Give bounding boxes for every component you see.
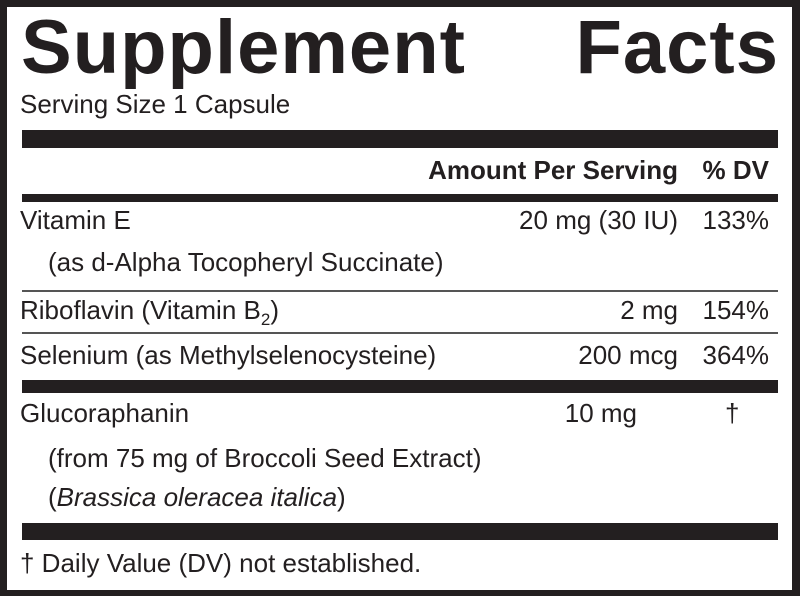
name-subscript: 2 xyxy=(260,310,271,330)
thin-divider xyxy=(22,290,778,292)
nutrient-dv: 364% xyxy=(702,340,770,370)
nutrient-amount: 20 mg (30 IU) xyxy=(519,205,678,235)
nutrient-name: Glucoraphanin xyxy=(20,398,190,428)
botanical-name: (Brassica oleracea italica) xyxy=(48,482,346,512)
latin-name: Brassica oleracea italica xyxy=(56,482,338,512)
nutrient-name: Selenium (as Methylselenocysteine) xyxy=(20,340,437,370)
title-word: Supplement xyxy=(21,5,466,90)
nutrient-name: Vitamin E xyxy=(20,205,131,235)
nutrient-dv: 133% xyxy=(702,205,770,235)
thin-divider xyxy=(22,332,778,334)
amount-header: Amount Per Serving xyxy=(428,155,678,185)
dv-header: % DV xyxy=(702,155,769,185)
medium-divider xyxy=(22,380,778,393)
nutrient-detail: (as d-Alpha Tocopheryl Succinate) xyxy=(48,247,444,277)
label-title: Supplement Facts xyxy=(21,5,779,93)
name-text: Riboflavin (Vitamin B xyxy=(20,295,261,325)
name-text-end: ) xyxy=(270,295,279,325)
title-word: Facts xyxy=(575,5,779,90)
nutrient-detail: (from 75 mg of Broccoli Seed Extract) xyxy=(48,443,482,473)
nutrient-amount: 200 mcg xyxy=(578,340,678,370)
thick-divider xyxy=(22,130,778,148)
nutrient-amount: 10 mg xyxy=(564,398,637,428)
medium-divider xyxy=(22,194,778,202)
thick-divider xyxy=(22,523,778,540)
paren: ( xyxy=(48,482,57,512)
nutrient-dv: 154% xyxy=(702,295,770,325)
paren: ) xyxy=(337,482,346,512)
footnote: † Daily Value (DV) not established. xyxy=(20,548,422,578)
nutrient-amount: 2 mg xyxy=(620,295,678,325)
nutrient-name: Riboflavin (Vitamin B2) xyxy=(20,295,279,328)
serving-size: Serving Size 1 Capsule xyxy=(20,89,291,119)
nutrient-dv: † xyxy=(725,398,740,428)
